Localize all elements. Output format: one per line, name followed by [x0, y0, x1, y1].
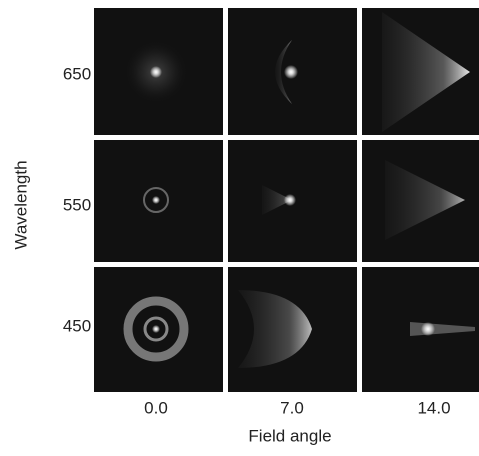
psf-fan	[382, 12, 470, 132]
psf-spot	[150, 66, 162, 78]
psf-fan	[238, 290, 312, 368]
psf-fan	[262, 185, 292, 215]
psf-spot	[421, 322, 435, 336]
psf-ring	[143, 187, 169, 213]
psf-fan	[385, 160, 465, 240]
x-axis-label: Field angle	[248, 426, 331, 445]
psf-spot	[152, 325, 160, 333]
psf-ring	[123, 296, 189, 362]
psf-spot	[284, 194, 296, 206]
psf-ring	[143, 316, 169, 342]
row-label: 650	[63, 64, 91, 83]
column-label: 7.0	[280, 398, 304, 417]
y-axis-label: Wavelength	[11, 160, 30, 249]
psf-spot	[284, 65, 298, 79]
psf-arc	[275, 40, 292, 104]
panels	[94, 8, 479, 392]
psf-spot	[152, 196, 160, 204]
row-label: 550	[63, 195, 91, 214]
column-label: 14.0	[417, 398, 450, 417]
row-label: 450	[63, 316, 91, 335]
column-label: 0.0	[144, 398, 168, 417]
